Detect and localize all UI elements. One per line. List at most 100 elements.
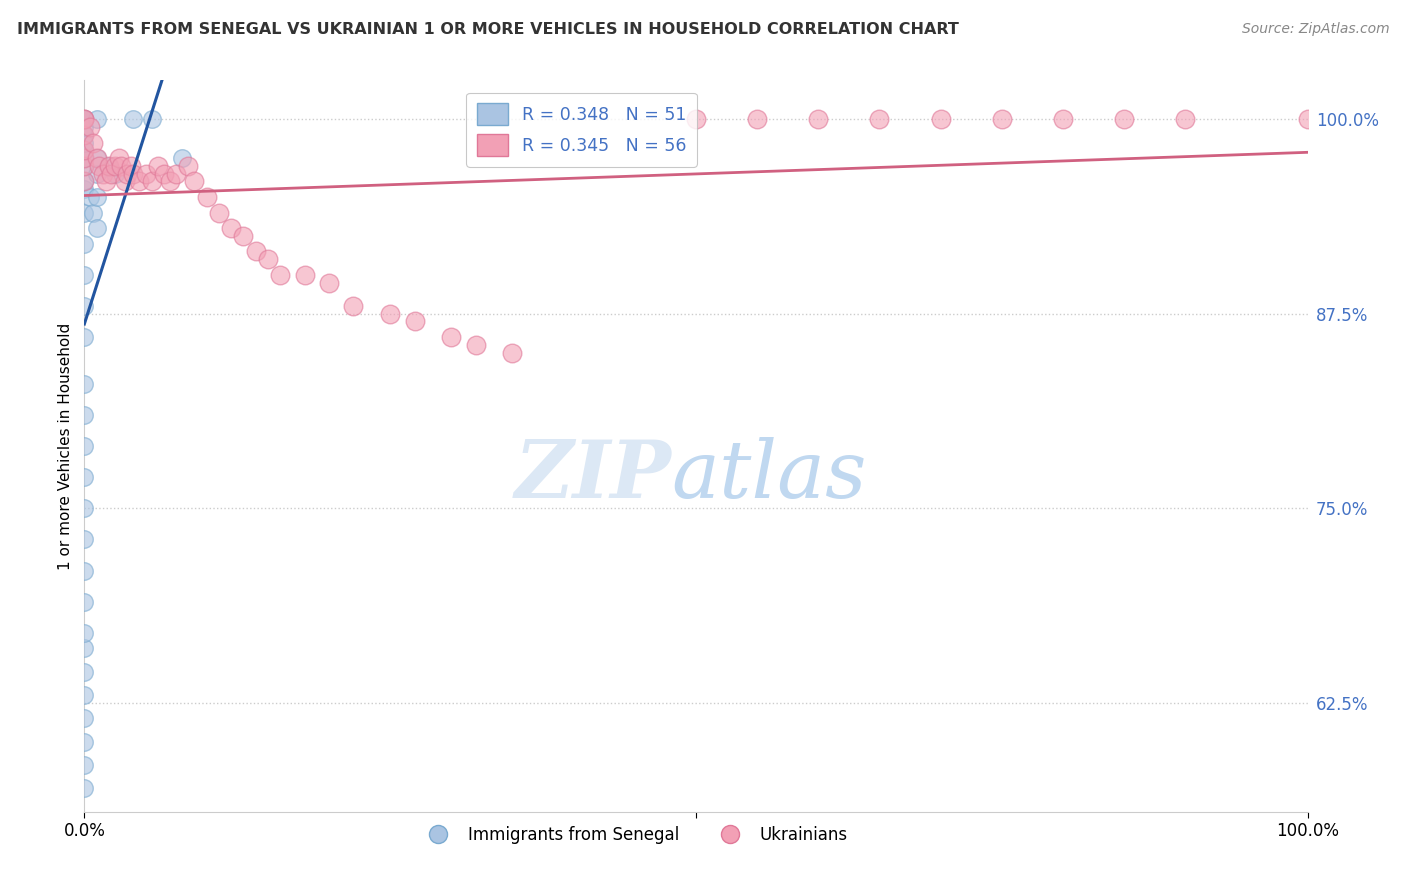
Point bbox=[195, 190, 218, 204]
Point bbox=[73, 112, 96, 127]
Point bbox=[73, 665, 96, 679]
Point bbox=[73, 501, 96, 516]
Point bbox=[464, 338, 486, 352]
Point bbox=[73, 128, 96, 142]
Point bbox=[342, 299, 364, 313]
Point bbox=[79, 190, 101, 204]
Point bbox=[1052, 112, 1074, 127]
Point bbox=[159, 174, 181, 188]
Point bbox=[380, 307, 402, 321]
Point bbox=[219, 221, 242, 235]
Point bbox=[747, 112, 769, 127]
Text: IMMIGRANTS FROM SENEGAL VS UKRAINIAN 1 OR MORE VEHICLES IN HOUSEHOLD CORRELATION: IMMIGRANTS FROM SENEGAL VS UKRAINIAN 1 O… bbox=[17, 22, 959, 37]
Point bbox=[440, 330, 463, 344]
Point bbox=[73, 594, 96, 608]
Point bbox=[269, 268, 291, 282]
Point bbox=[96, 174, 118, 188]
Point bbox=[73, 120, 96, 134]
Point bbox=[86, 221, 108, 235]
Point bbox=[135, 167, 157, 181]
Point bbox=[73, 112, 96, 127]
Point bbox=[294, 268, 316, 282]
Point bbox=[73, 205, 96, 219]
Point bbox=[128, 174, 150, 188]
Point bbox=[1296, 112, 1319, 127]
Point bbox=[86, 167, 108, 181]
Point bbox=[73, 236, 96, 251]
Point bbox=[73, 112, 96, 127]
Point bbox=[73, 625, 96, 640]
Point bbox=[73, 112, 96, 127]
Point bbox=[86, 190, 108, 204]
Point bbox=[73, 758, 96, 772]
Point bbox=[73, 711, 96, 725]
Point bbox=[79, 120, 101, 134]
Point bbox=[685, 112, 707, 127]
Point bbox=[73, 144, 96, 158]
Point bbox=[165, 167, 187, 181]
Point bbox=[73, 330, 96, 344]
Text: Source: ZipAtlas.com: Source: ZipAtlas.com bbox=[1241, 22, 1389, 37]
Point bbox=[73, 564, 96, 578]
Point bbox=[110, 159, 132, 173]
Point bbox=[1174, 112, 1197, 127]
Point bbox=[73, 112, 96, 127]
Point bbox=[73, 174, 96, 188]
Point bbox=[114, 174, 136, 188]
Point bbox=[929, 112, 952, 127]
Legend: Immigrants from Senegal, Ukrainians: Immigrants from Senegal, Ukrainians bbox=[415, 820, 855, 851]
Y-axis label: 1 or more Vehicles in Household: 1 or more Vehicles in Household bbox=[58, 322, 73, 570]
Point bbox=[73, 182, 96, 196]
Point bbox=[97, 159, 120, 173]
Point bbox=[104, 159, 127, 173]
Point bbox=[177, 159, 200, 173]
Point bbox=[73, 151, 96, 165]
Point bbox=[73, 268, 96, 282]
Point bbox=[141, 174, 163, 188]
Point bbox=[73, 112, 96, 127]
Point bbox=[183, 174, 205, 188]
Point bbox=[208, 205, 231, 219]
Point bbox=[87, 159, 110, 173]
Point bbox=[146, 159, 169, 173]
Point bbox=[115, 167, 138, 181]
Point bbox=[73, 734, 96, 748]
Point bbox=[1114, 112, 1136, 127]
Point bbox=[73, 641, 96, 656]
Point bbox=[153, 167, 176, 181]
Point bbox=[73, 112, 96, 127]
Point bbox=[73, 470, 96, 484]
Point bbox=[869, 112, 891, 127]
Point bbox=[73, 688, 96, 702]
Point bbox=[232, 228, 254, 243]
Point bbox=[107, 151, 129, 165]
Point bbox=[245, 244, 267, 259]
Point bbox=[73, 376, 96, 391]
Point bbox=[86, 112, 108, 127]
Point bbox=[73, 128, 96, 142]
Point bbox=[73, 151, 96, 165]
Point bbox=[73, 159, 96, 173]
Point bbox=[122, 112, 145, 127]
Point bbox=[73, 533, 96, 547]
Point bbox=[807, 112, 830, 127]
Point bbox=[73, 299, 96, 313]
Point bbox=[73, 144, 96, 158]
Point bbox=[82, 205, 104, 219]
Point bbox=[73, 408, 96, 422]
Point bbox=[73, 136, 96, 150]
Point bbox=[104, 167, 127, 181]
Point bbox=[172, 151, 194, 165]
Point bbox=[122, 167, 145, 181]
Text: atlas: atlas bbox=[672, 436, 868, 514]
Point bbox=[73, 112, 96, 127]
Point bbox=[86, 151, 108, 165]
Point bbox=[73, 112, 96, 127]
Point bbox=[73, 112, 96, 127]
Text: ZIP: ZIP bbox=[515, 436, 672, 514]
Point bbox=[73, 112, 96, 127]
Point bbox=[404, 314, 426, 328]
Point bbox=[91, 167, 114, 181]
Point bbox=[257, 252, 280, 267]
Point bbox=[141, 112, 163, 127]
